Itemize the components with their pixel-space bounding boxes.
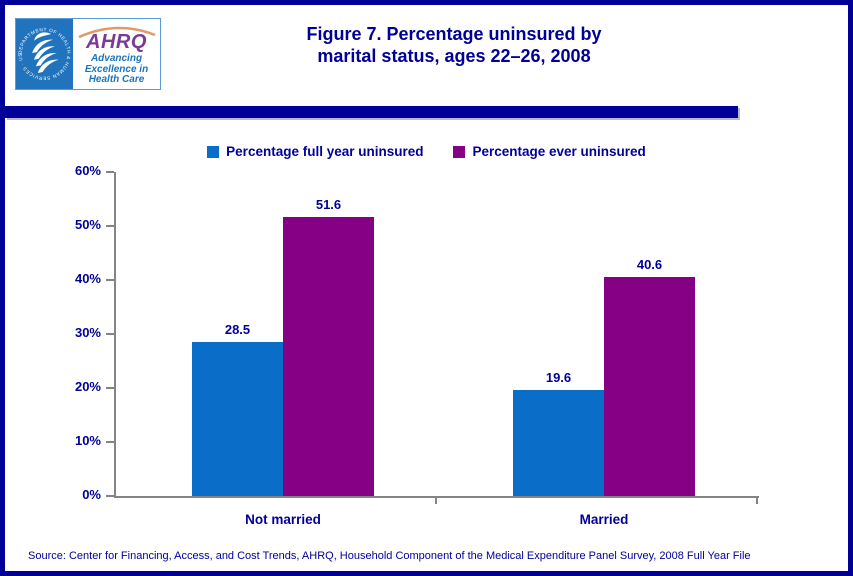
legend-label: Percentage full year uninsured [226, 144, 424, 159]
ahrq-tagline: Advancing Excellence in Health Care [85, 54, 148, 86]
bar-chart: 0% 10% 20% 30% 40% 50% 60% 28.5 51.6 Not married 1… [75, 163, 759, 527]
legend-label: Percentage ever uninsured [472, 144, 646, 159]
bar-value-label: 51.6 [315, 197, 342, 213]
legend-swatch-icon [453, 145, 466, 158]
bar-full-year-married [513, 390, 604, 496]
legend-entry: Percentage ever uninsured [453, 144, 646, 159]
hhs-eagle-icon: DEPARTMENT OF HEALTH & HUMAN SERVICES · … [16, 22, 71, 81]
y-axis-tick [106, 495, 114, 497]
y-axis-tick [106, 387, 114, 389]
bar-value-label: 40.6 [636, 256, 663, 272]
y-axis-tick [106, 225, 114, 227]
ahrq-tagline-line1: Advancing [90, 53, 143, 65]
ahrq-wordmark: AHRQ Advancing Excellence in Health Care [73, 19, 160, 89]
y-axis-tick [106, 279, 114, 281]
y-axis-label: 10% [74, 433, 101, 448]
y-axis-label: 40% [74, 271, 101, 286]
figure-title: Figure 7. Percentage uninsured by marita… [60, 23, 848, 67]
figure-title-line2: marital status, ages 22–26, 2008 [317, 46, 591, 66]
ahrq-arc-icon [77, 26, 155, 39]
y-axis-tick [106, 441, 114, 443]
y-axis-label: 60% [74, 163, 101, 178]
ahrq-acronym: AHRQ [86, 31, 147, 54]
y-axis-tick [106, 171, 114, 173]
x-axis-tick [435, 496, 437, 504]
source-note: Source: Center for Financing, Access, an… [28, 550, 751, 562]
legend-swatch-icon [207, 145, 220, 158]
y-axis-label: 0% [82, 487, 101, 502]
legend-entry: Percentage full year uninsured [207, 144, 423, 159]
chart-legend: Percentage full year uninsured Percentage… [5, 144, 848, 159]
header-divider [5, 106, 738, 118]
bar-value-label: 28.5 [224, 322, 251, 338]
bar-ever-married [604, 276, 695, 496]
ahrq-tagline-line3: Health Care [88, 74, 145, 86]
x-axis-category-label: Married [579, 512, 629, 527]
bar-ever-not-married [283, 217, 374, 496]
ahrq-tagline-line2: Excellence in [84, 63, 149, 75]
hhs-seal-icon: DEPARTMENT OF HEALTH & HUMAN SERVICES · … [16, 19, 73, 89]
y-axis-tick [106, 333, 114, 335]
x-axis-tick [756, 496, 758, 504]
ahrq-logo: DEPARTMENT OF HEALTH & HUMAN SERVICES · … [15, 18, 161, 90]
y-axis-label: 30% [74, 325, 101, 340]
y-axis-line [114, 172, 116, 498]
figure-title-line1: Figure 7. Percentage uninsured by [306, 24, 602, 44]
bar-full-year-not-married [192, 342, 283, 496]
y-axis-label: 20% [74, 379, 101, 394]
y-axis-label: 50% [74, 217, 101, 232]
x-axis-category-label: Not married [245, 512, 321, 527]
bar-value-label: 19.6 [545, 370, 572, 386]
